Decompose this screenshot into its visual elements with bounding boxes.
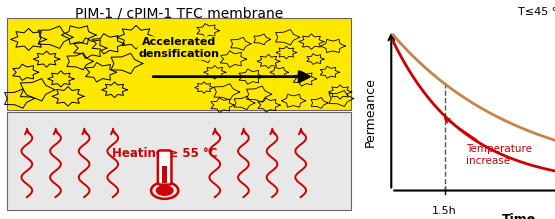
Text: Time: Time <box>502 213 536 219</box>
Circle shape <box>156 185 174 196</box>
Text: 1.5h: 1.5h <box>432 206 457 216</box>
Bar <box>7 18 351 109</box>
Text: Temperature
increase: Temperature increase <box>445 118 532 166</box>
Bar <box>7 112 351 210</box>
Text: PIM-1 / cPIM-1 TFC membrane: PIM-1 / cPIM-1 TFC membrane <box>75 7 283 21</box>
Text: Heating ≥ 55 °C: Heating ≥ 55 °C <box>112 147 218 160</box>
Text: Accelerated
densification: Accelerated densification <box>139 37 219 59</box>
FancyBboxPatch shape <box>158 150 171 185</box>
Text: T≤45 °C: T≤45 °C <box>518 7 555 17</box>
Bar <box>162 166 167 183</box>
Text: Permeance: Permeance <box>364 77 376 147</box>
